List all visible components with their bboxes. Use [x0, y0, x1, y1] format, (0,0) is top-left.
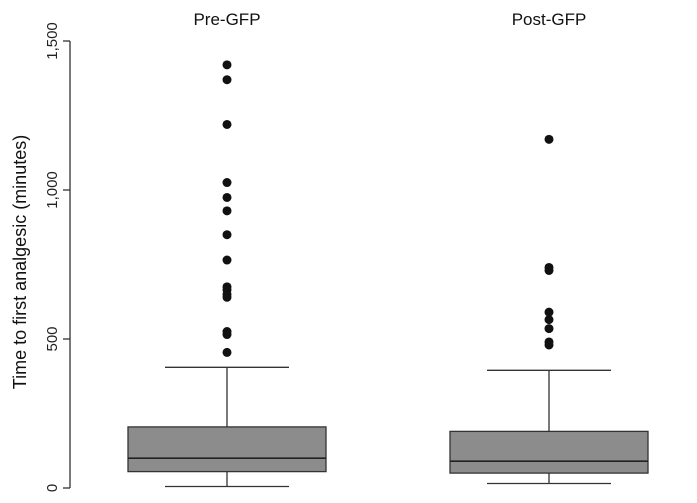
outlier-point — [544, 262, 554, 272]
outlier-point — [544, 315, 554, 325]
y-tick-label: 1,500 — [44, 22, 61, 60]
outlier-point — [222, 192, 232, 202]
outlier-point — [222, 75, 232, 85]
y-tick-label: 0 — [44, 484, 61, 492]
outlier-point — [222, 282, 232, 292]
outlier-point — [544, 324, 554, 334]
outlier-point — [222, 178, 232, 188]
outlier-point — [544, 307, 554, 317]
box-group — [449, 134, 649, 485]
box-group — [127, 60, 327, 488]
outlier-point — [222, 327, 232, 337]
outlier-point — [222, 255, 232, 265]
outlier-point — [222, 347, 232, 357]
iqr-box — [449, 430, 649, 474]
outlier-point — [222, 119, 232, 129]
group-titles: Pre-GFP Post-GFP — [193, 10, 586, 29]
outlier-point — [544, 337, 554, 347]
outlier-point — [222, 206, 232, 216]
group-title: Pre-GFP — [193, 10, 260, 29]
y-axis: 0 500 1,000 1,500 — [44, 22, 71, 492]
y-tick-label: 500 — [44, 326, 61, 351]
y-axis-title: Time to first analgesic (minutes) — [10, 135, 30, 389]
outlier-point — [222, 60, 232, 70]
boxes — [127, 60, 649, 488]
iqr-box — [127, 426, 327, 473]
y-tick-label: 1,000 — [44, 171, 61, 209]
outlier-point — [222, 230, 232, 240]
group-title: Post-GFP — [512, 10, 587, 29]
outlier-point — [544, 134, 554, 144]
